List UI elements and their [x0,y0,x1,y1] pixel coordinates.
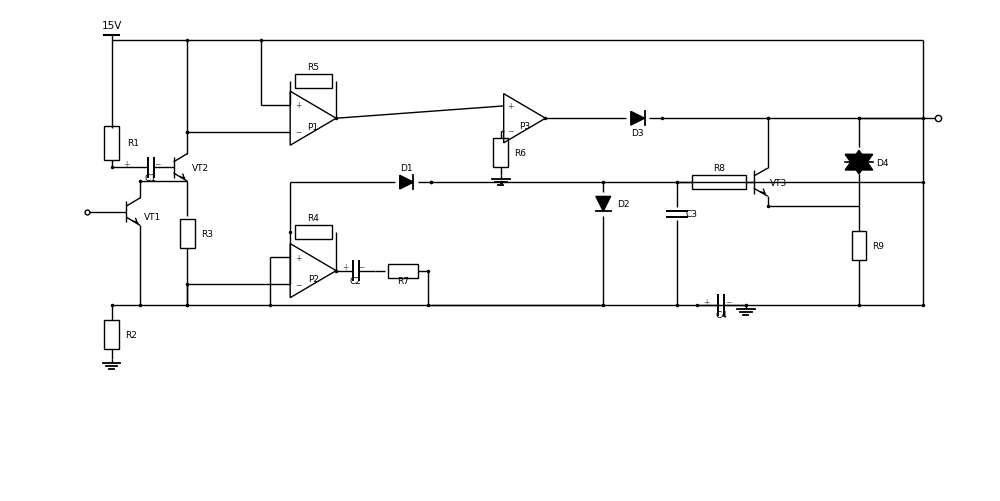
Text: VT1: VT1 [144,212,161,221]
Bar [388,264,418,278]
Text: R2: R2 [125,331,137,339]
Text: −: − [359,263,365,272]
Polygon shape [400,176,413,190]
Text: D4: D4 [876,158,889,167]
Text: VT2: VT2 [192,163,209,172]
Text: VT3: VT3 [770,178,787,187]
Text: −: − [295,280,301,289]
Text: R6: R6 [514,149,526,158]
Text: −: − [295,128,301,137]
Text: R3: R3 [201,229,213,238]
Bar [692,176,746,190]
Text: C2: C2 [350,277,362,286]
Text: 15V: 15V [101,21,122,31]
Text: R9: R9 [873,242,885,250]
Text: C4: C4 [715,311,727,320]
Text: +: + [508,102,514,111]
Text: +: + [123,160,129,169]
Text: R8: R8 [713,163,725,172]
Polygon shape [631,112,645,126]
Text: +: + [295,101,301,110]
Polygon shape [845,151,873,171]
Text: C3: C3 [686,210,698,218]
Text: P1: P1 [308,122,319,131]
Text: −: − [155,160,161,169]
Text: P2: P2 [308,275,319,284]
Polygon shape [596,197,611,212]
Text: D1: D1 [400,163,413,172]
Text: −: − [725,297,731,306]
Bar [295,225,332,239]
Polygon shape [845,155,873,174]
Text: R4: R4 [307,213,319,222]
Bar [295,75,332,89]
Text: D2: D2 [617,200,629,209]
Text: R7: R7 [397,277,409,286]
Bar [180,219,195,248]
Bar [104,126,119,161]
Text: +: + [295,253,301,262]
Text: −: − [508,127,514,136]
Bar [852,231,866,261]
Text: R5: R5 [307,63,319,72]
Text: P3: P3 [519,121,530,130]
Text: +: + [703,297,710,306]
Text: D3: D3 [631,129,644,138]
Bar [493,139,508,168]
Text: C1: C1 [145,173,157,182]
Text: R1: R1 [127,139,139,148]
Bar [104,320,119,350]
Text: +: + [342,263,348,272]
